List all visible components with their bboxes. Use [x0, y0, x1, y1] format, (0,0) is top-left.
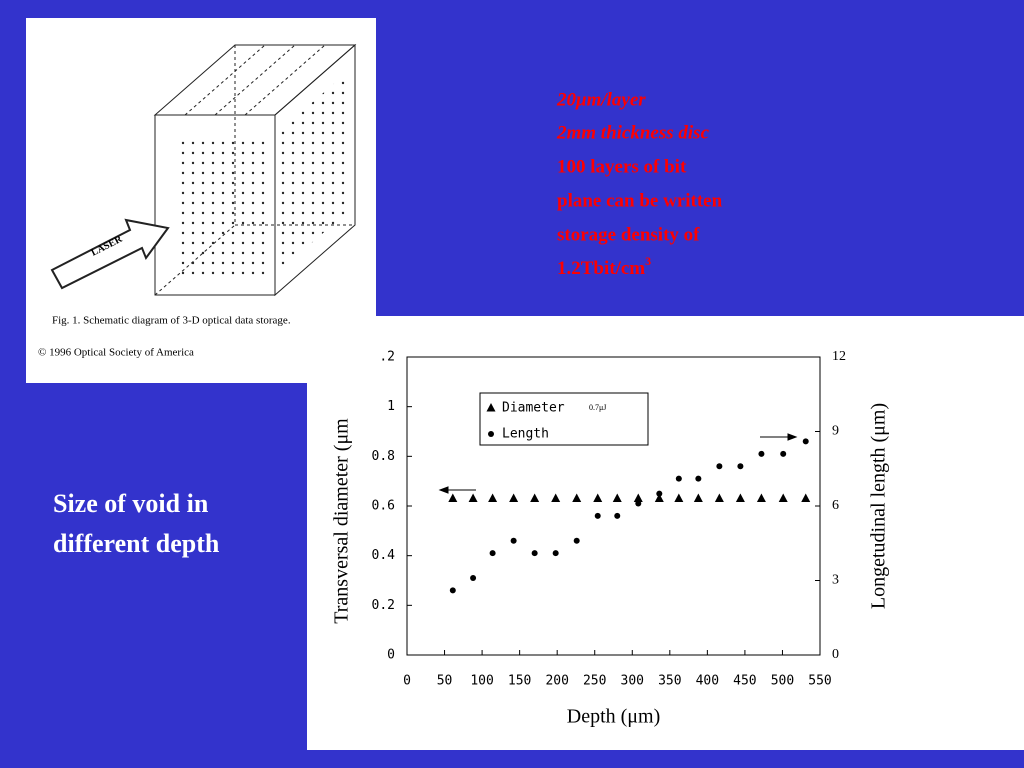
slide-caption: different depth [53, 529, 220, 558]
x-tick-label: 100 [470, 674, 493, 689]
legend-label: Diameter [502, 401, 565, 416]
point [510, 537, 517, 544]
x-tick-label: 150 [508, 674, 531, 689]
point [614, 512, 621, 519]
y-tick-label: 1 [387, 399, 395, 414]
figure-credit: © 1996 Optical Society of America [38, 347, 194, 359]
point [572, 493, 582, 503]
legend-label: Length [502, 427, 549, 442]
chart: 0 50 100 150 200 250 300 350 400 450 500 55000.20.4… [331, 349, 890, 727]
legend-marker [488, 431, 494, 437]
y-axis-title: Transversal diameter (μm [331, 418, 353, 624]
point [737, 463, 744, 470]
point [675, 475, 682, 482]
note: storage density of [557, 224, 700, 245]
point [654, 493, 664, 503]
point [573, 537, 580, 544]
legend-marker [486, 403, 496, 412]
x-tick-label: 350 [658, 674, 681, 689]
point [633, 493, 643, 503]
point [449, 587, 456, 594]
note-text: 1.2Tbit/cm [557, 258, 645, 279]
point [488, 493, 498, 503]
y2-tick-label: 3 [832, 573, 839, 588]
point [531, 550, 538, 557]
point [801, 493, 811, 503]
y-tick-label: 0.6 [372, 499, 395, 514]
point [593, 493, 603, 503]
point [802, 438, 809, 445]
x-tick-label: 250 [583, 674, 606, 689]
laser-arrow [50, 218, 170, 290]
y2-axis-title: Longetudinal length (μm) [868, 403, 890, 609]
point [448, 493, 458, 503]
y-tick-label: 0 [387, 648, 395, 663]
y2-tick-label: 6 [832, 498, 839, 513]
note-superscript: 3 [645, 254, 651, 268]
point [780, 450, 787, 457]
x-tick-label: 400 [696, 674, 719, 689]
note: 2mm thickness disc [556, 122, 710, 143]
point [635, 500, 642, 507]
notes: 20μm/layer 2mm thickness disc 100 layers… [556, 89, 723, 279]
point [594, 512, 601, 519]
x-tick-label: 300 [621, 674, 644, 689]
point [714, 493, 724, 503]
x-tick-label: 450 [733, 674, 756, 689]
direction-arrows [438, 433, 798, 494]
y2-tick-label: 12 [832, 349, 846, 364]
chart-panel [307, 316, 1024, 750]
x-tick-label: 0 [403, 674, 411, 689]
point [552, 550, 559, 557]
point [656, 490, 663, 497]
point [530, 493, 540, 503]
point [551, 493, 561, 503]
point [468, 493, 478, 503]
slide-caption: Size of void in [53, 489, 209, 518]
point [612, 493, 622, 503]
point [756, 493, 766, 503]
x-tick-label: 550 [808, 674, 831, 689]
y-tick-label: 0.2 [372, 598, 395, 613]
point [695, 475, 702, 482]
y-tick-label: 0.8 [372, 449, 395, 464]
point [735, 493, 745, 503]
x-axis-title: Depth (μm) [567, 706, 660, 728]
x-tick-label: 500 [771, 674, 794, 689]
note: 20μm/layer [556, 89, 646, 110]
plot-frame [406, 356, 821, 656]
figure-caption: Fig. 1. Schematic diagram of 3-D optical… [52, 315, 291, 327]
note: plane can be written [557, 190, 723, 211]
legend [479, 392, 649, 446]
y2-tick-label: 0 [832, 647, 839, 662]
point [778, 493, 788, 503]
point [489, 550, 496, 557]
point [716, 463, 723, 470]
y-tick-label: 0.4 [372, 548, 396, 563]
x-tick-label: 200 [545, 674, 568, 689]
y-tick-label: .2 [379, 350, 395, 365]
point [470, 575, 477, 582]
point [693, 493, 703, 503]
point [674, 493, 684, 503]
annotation: 0.7μJ [589, 403, 606, 412]
x-tick-label: 50 [437, 674, 453, 689]
point [758, 450, 765, 457]
y2-tick-label: 9 [832, 424, 839, 439]
bit-dots [180, 70, 350, 280]
note: 100 layers of bit [557, 156, 687, 177]
point [509, 493, 519, 503]
note: 1.2Tbit/cm3 [557, 254, 651, 280]
